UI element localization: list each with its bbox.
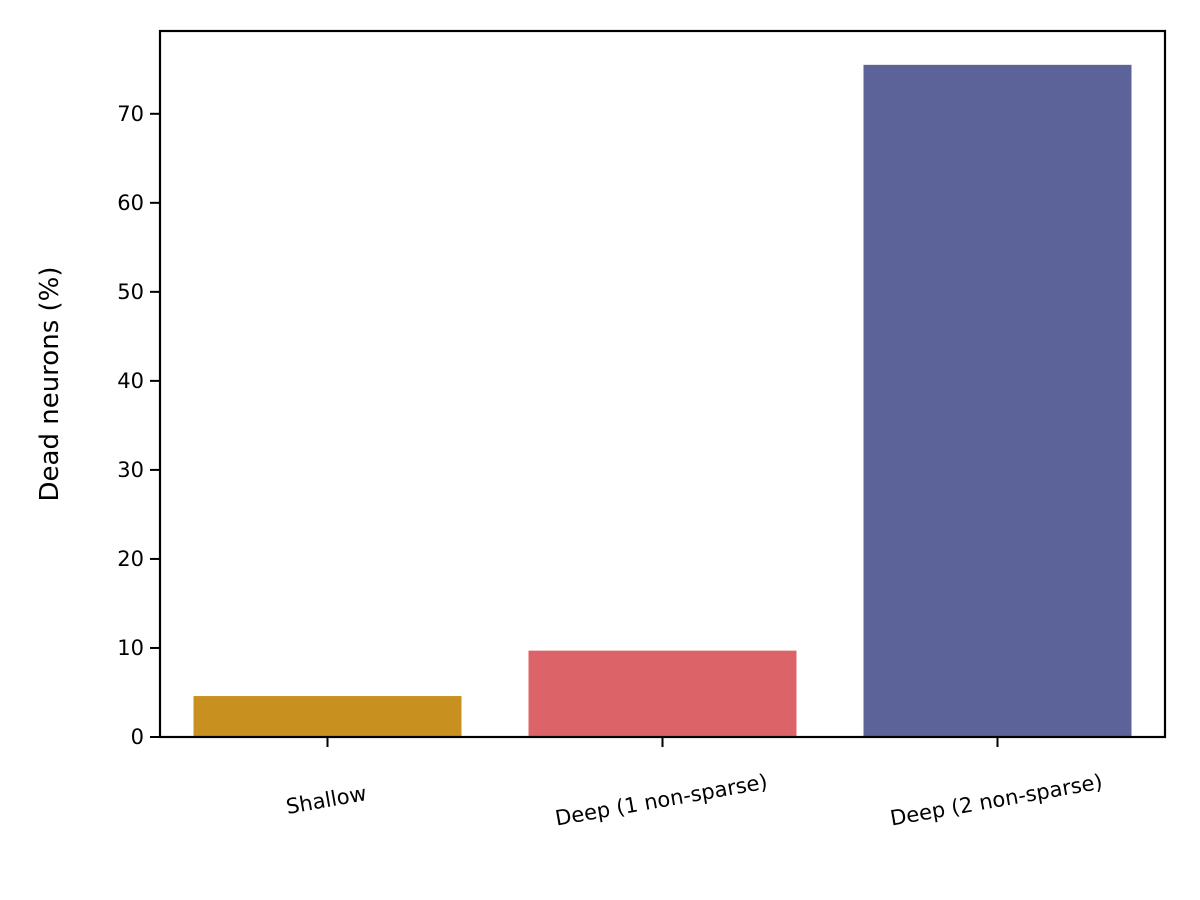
x-tick-label-0: Shallow: [284, 781, 368, 819]
bars-group: [193, 64, 1132, 737]
y-tick-label-1: 10: [117, 636, 144, 660]
y-tick-label-0: 0: [131, 725, 144, 749]
bar-1: [528, 650, 797, 737]
y-tick-label-7: 70: [117, 102, 144, 126]
y-axis: 0 10 20 30 40 50 60 70: [117, 102, 160, 749]
y-tick-label-5: 50: [117, 280, 144, 304]
x-axis: Shallow Deep (1 non-sparse) Deep (2 non-sp…: [284, 737, 1104, 831]
bar-0: [193, 696, 462, 737]
y-tick-label-4: 40: [117, 369, 144, 393]
x-tick-label-2: Deep (2 non-sparse): [888, 770, 1104, 831]
x-tick-label-1: Deep (1 non-sparse): [553, 770, 769, 831]
y-axis-title: Dead neurons (%): [35, 267, 65, 502]
y-tick-label-3: 30: [117, 458, 144, 482]
y-tick-label-6: 60: [117, 191, 144, 215]
y-tick-label-2: 20: [117, 547, 144, 571]
bar-2: [863, 64, 1132, 737]
